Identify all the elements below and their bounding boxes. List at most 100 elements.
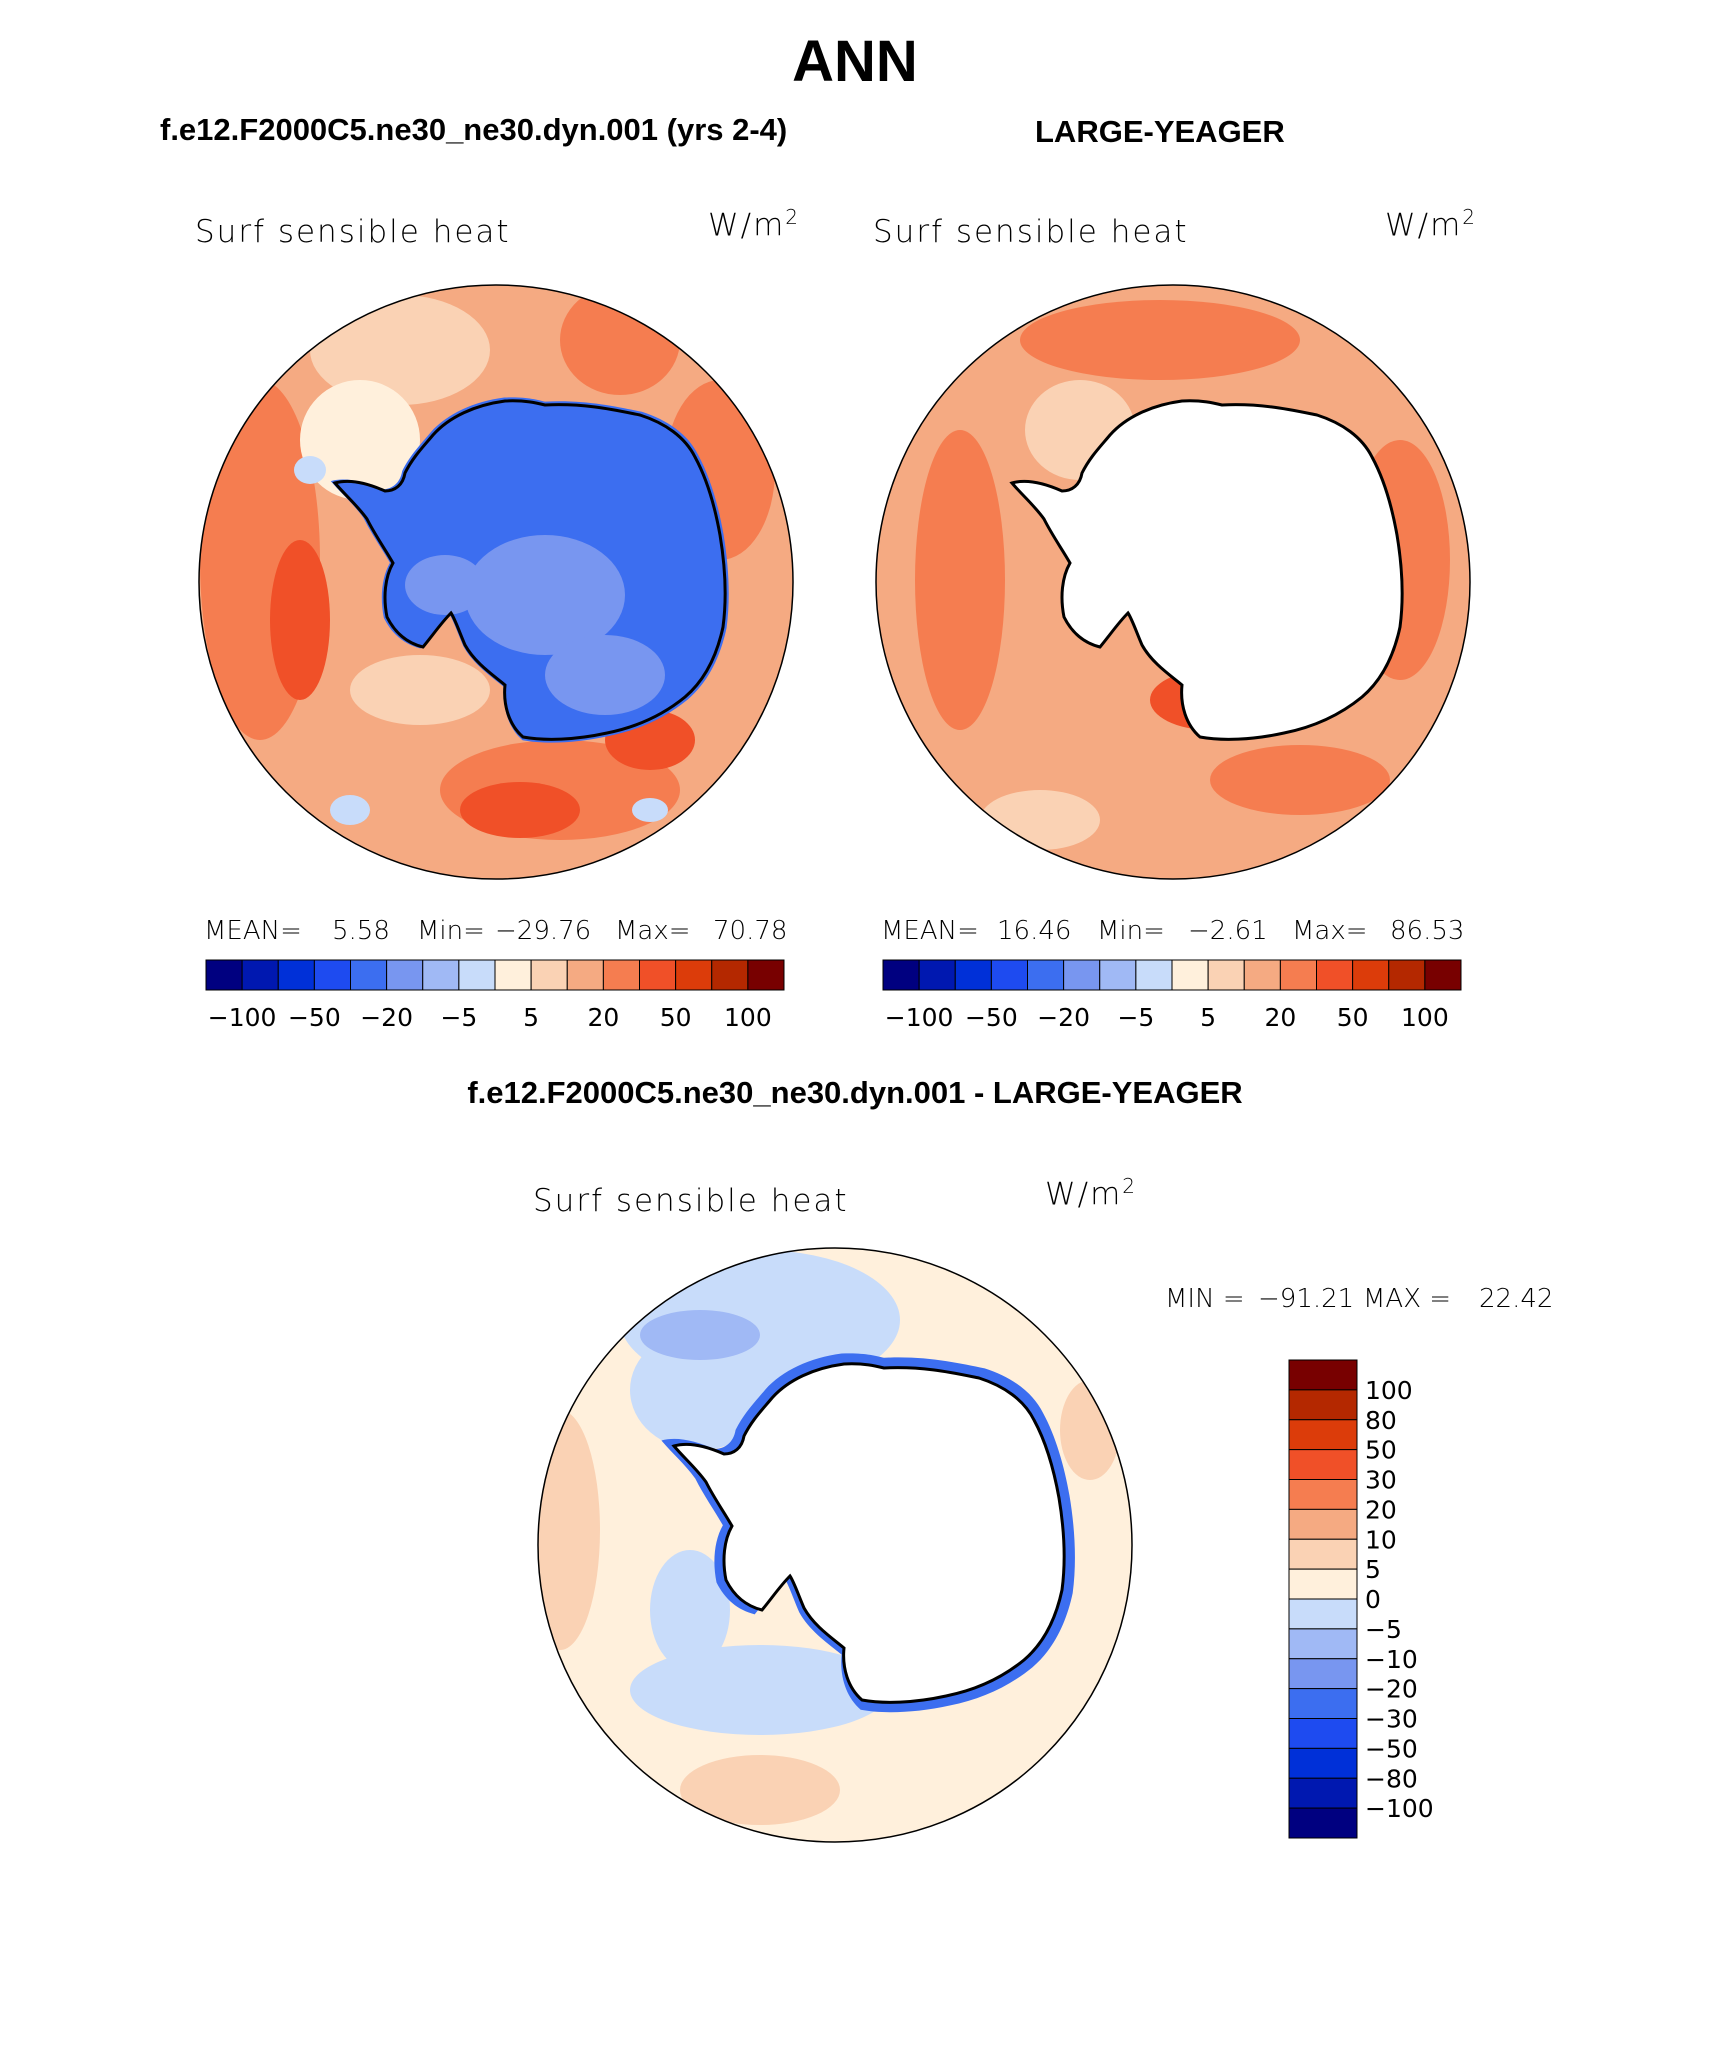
ref-colorbar-tick-label: −5: [1117, 1003, 1154, 1032]
ref-units-label: W/m2: [1385, 205, 1478, 244]
difference-colorbar-swatch: [1288, 1449, 1358, 1480]
difference-colorbar-swatch: [1288, 1538, 1358, 1570]
ref-colorbar-tick-label: 50: [1337, 1003, 1369, 1032]
difference-colorbar-tick-label: −20: [1365, 1675, 1418, 1704]
difference-colorbar-tick-label: −10: [1365, 1645, 1418, 1674]
ref-colorbar-tick-label: 5: [1200, 1003, 1216, 1032]
ref-colorbar-swatch: [990, 959, 1028, 991]
ref-variable-label: Surf sensible heat: [873, 214, 1189, 250]
case-colorbar-swatch: [386, 959, 424, 991]
difference-colorbar-tick-label: −5: [1365, 1615, 1402, 1644]
case-units-label: W/m2: [708, 205, 801, 244]
case-colorbar-tick-label: −50: [288, 1003, 341, 1032]
diff-max-value: 22.42: [1479, 1284, 1554, 1314]
difference-colorbar-swatch: [1288, 1807, 1358, 1839]
case-colorbar: −100 −50 −20 −5 5 20 50 100: [205, 959, 785, 1032]
case-colorbar-swatch: [458, 959, 496, 991]
case-colorbar-swatch: [313, 959, 351, 991]
case-variable-label: Surf sensible heat: [195, 214, 511, 250]
difference-colorbar-swatch: [1288, 1598, 1358, 1630]
ref-colorbar-swatch: [1099, 959, 1137, 991]
case-colorbar-swatch: [566, 959, 604, 991]
difference-colorbar-swatch: [1288, 1718, 1358, 1749]
diff-max-stat: MAX =: [1363, 1284, 1452, 1314]
ref-colorbar-swatch: [1316, 959, 1354, 991]
case-min-stat: Min=: [417, 916, 485, 946]
ref-colorbar-swatch: [1171, 959, 1209, 991]
ref-colorbar-swatch: [918, 959, 956, 991]
case-colorbar-swatch: [747, 959, 785, 991]
ref-min-value: −2.61: [1188, 916, 1268, 946]
diff-min-stat: MIN =: [1165, 1284, 1245, 1314]
ref-colorbar-tick-label: −100: [885, 1003, 954, 1032]
diff-units-label: W/m2: [1045, 1174, 1138, 1213]
difference-colorbar-tick-label: 30: [1365, 1466, 1397, 1495]
difference-colorbar-swatch: [1288, 1777, 1358, 1809]
case-colorbar-swatch: [639, 959, 677, 991]
ref-mean-stat: MEAN=: [881, 916, 979, 946]
difference-colorbar-swatch: [1288, 1359, 1358, 1391]
difference-colorbar-swatch: [1288, 1479, 1358, 1510]
case-max-stat: Max=: [615, 916, 691, 946]
reference-panel-title: LARGE-YEAGER: [1035, 114, 1285, 149]
case-colorbar-swatch: [277, 959, 315, 991]
ref-min-stat: Min=: [1097, 916, 1165, 946]
ref-max-stat: Max=: [1292, 916, 1368, 946]
ref-colorbar-tick-label: 100: [1401, 1003, 1449, 1032]
difference-panel-title: f.e12.F2000C5.ne30_ne30.dyn.001 - LARGE-…: [467, 1075, 1243, 1110]
difference-colorbar-swatch: [1288, 1508, 1358, 1540]
difference-colorbar-swatch: [1288, 1389, 1358, 1421]
case-colorbar-tick-label: 5: [523, 1003, 539, 1032]
diff-min-value: −91.21: [1258, 1284, 1355, 1314]
ref-colorbar-swatch: [1424, 959, 1462, 991]
ref-colorbar-tick-label: −50: [965, 1003, 1018, 1032]
case-colorbar-tick-label: −100: [208, 1003, 277, 1032]
case-colorbar-swatch: [711, 959, 749, 991]
case-mean-stat: MEAN=: [204, 916, 302, 946]
ref-colorbar-tick-label: −20: [1037, 1003, 1090, 1032]
ref-max-value: 86.53: [1390, 916, 1465, 946]
reference-map: [875, 284, 1471, 880]
case-colorbar-tick-label: −20: [360, 1003, 413, 1032]
case-colorbar-swatch: [602, 959, 640, 991]
ref-colorbar-swatch: [1063, 959, 1101, 991]
difference-map: [537, 1247, 1133, 1843]
ref-colorbar: −100 −50 −20 −5 5 20 50 100: [882, 959, 1462, 1032]
difference-colorbar-tick-label: −50: [1365, 1734, 1418, 1763]
difference-colorbar-swatch: [1288, 1419, 1358, 1451]
ref-mean-value: 16.46: [997, 916, 1072, 946]
ref-colorbar-swatch: [1027, 959, 1065, 991]
difference-colorbar-tick-label: 10: [1365, 1525, 1397, 1554]
difference-colorbar-tick-label: 50: [1365, 1436, 1397, 1465]
case-panel-title: f.e12.F2000C5.ne30_ne30.dyn.001 (yrs 2-4…: [160, 112, 788, 147]
diff-variable-label: Surf sensible heat: [533, 1183, 849, 1219]
case-colorbar-tick-label: 100: [724, 1003, 772, 1032]
ref-colorbar-swatch: [1207, 959, 1245, 991]
difference-colorbar-tick-label: 80: [1365, 1406, 1397, 1435]
difference-colorbar-swatch: [1288, 1628, 1358, 1660]
main-title: ANN: [792, 29, 918, 94]
difference-colorbar-swatch: [1288, 1658, 1358, 1690]
case-map: [198, 284, 794, 880]
case-mean-value: 5.58: [332, 916, 390, 946]
difference-colorbar-tick-label: 100: [1365, 1376, 1413, 1405]
ref-colorbar-swatch: [1352, 959, 1390, 991]
difference-colorbar-tick-label: 20: [1365, 1495, 1397, 1524]
case-colorbar-tick-label: −5: [440, 1003, 477, 1032]
case-colorbar-swatch: [422, 959, 460, 991]
difference-colorbar-swatch: [1288, 1688, 1358, 1719]
difference-colorbar-tick-label: 0: [1365, 1585, 1381, 1614]
case-max-value: 70.78: [713, 916, 788, 946]
difference-colorbar-swatch: [1288, 1747, 1358, 1779]
ref-colorbar-swatch: [1135, 959, 1173, 991]
case-colorbar-swatch: [205, 959, 243, 991]
difference-colorbar-tick-label: −80: [1365, 1764, 1418, 1793]
difference-colorbar-swatch: [1288, 1568, 1358, 1600]
case-colorbar-swatch: [241, 959, 279, 991]
ref-colorbar-swatch: [954, 959, 992, 991]
case-colorbar-swatch: [350, 959, 388, 991]
difference-colorbar-tick-label: −100: [1365, 1794, 1434, 1823]
ref-colorbar-swatch: [1243, 959, 1281, 991]
